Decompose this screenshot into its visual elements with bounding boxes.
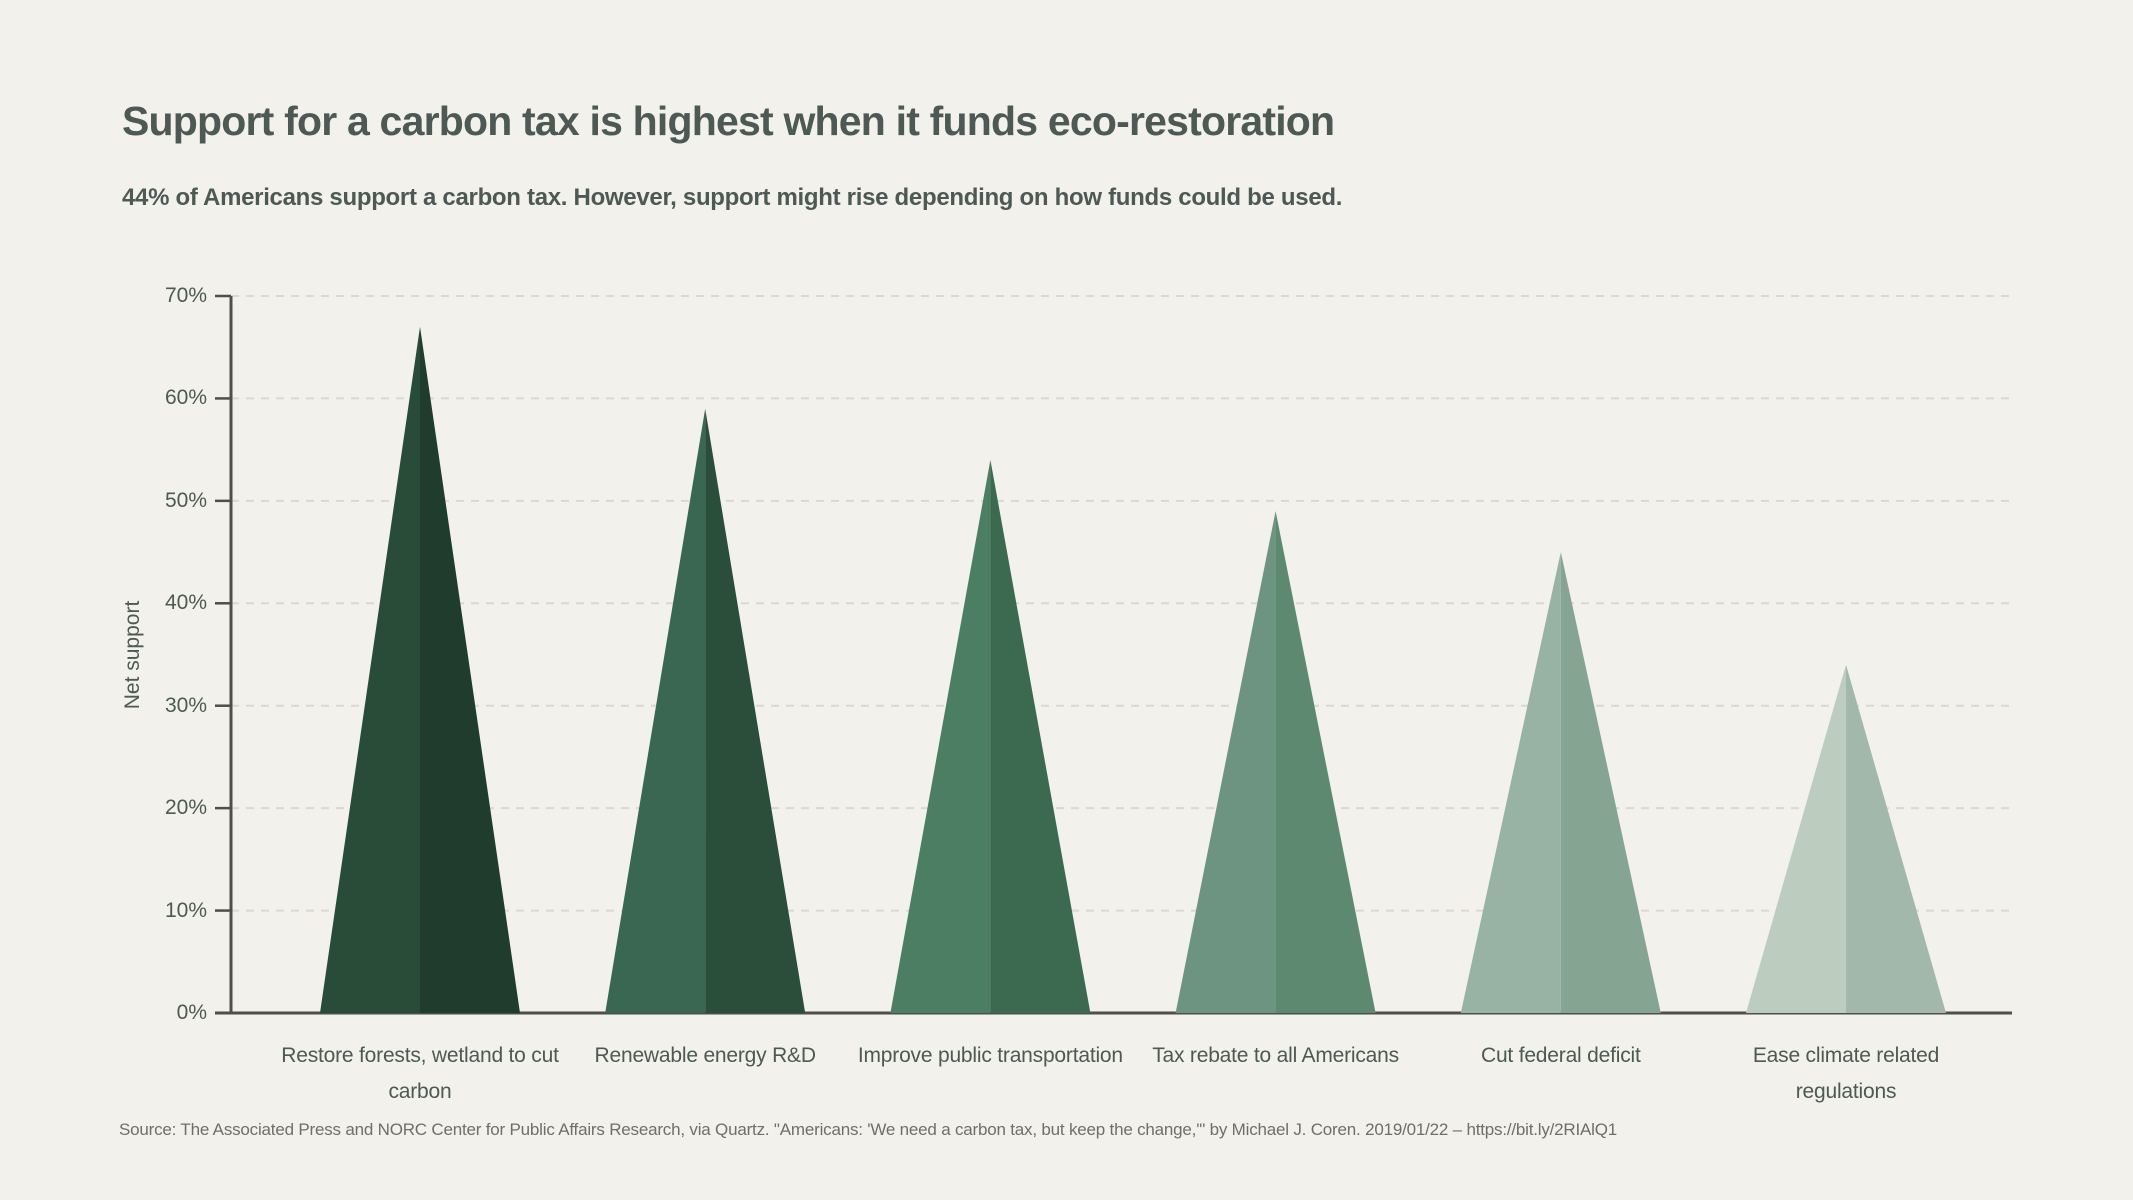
tree-bar-6-right — [1846, 664, 1946, 1013]
tree-bar-2-left — [605, 408, 706, 1014]
y-tick-label-60: 60% — [164, 386, 207, 410]
y-tick-label-40: 40% — [164, 591, 207, 615]
y-tick-label-50: 50% — [164, 488, 207, 512]
tree-bar-1-right — [420, 326, 520, 1013]
y-tick-label-10: 10% — [164, 898, 207, 922]
chart-title: Support for a carbon tax is highest when… — [122, 98, 1335, 144]
y-tick-label-70: 70% — [164, 284, 207, 307]
x-category-label-4: Tax rebate to all Americans — [1152, 1044, 1399, 1067]
tree-bar-5-right — [1560, 552, 1661, 1013]
tree-bar-6-left — [1746, 664, 1846, 1013]
y-tick-label-20: 20% — [164, 796, 207, 820]
tree-bar-3-left — [890, 459, 991, 1013]
x-category-label-6: Ease climate related regulations — [1752, 1044, 1940, 1103]
tree-bar-1-left — [320, 326, 420, 1013]
tree-bar-4-right — [1275, 511, 1376, 1013]
tree-bar-3-right — [990, 459, 1091, 1013]
x-category-label-2: Renewable energy R&D — [594, 1044, 816, 1067]
x-category-label-3: Improve public transportation — [857, 1044, 1123, 1067]
tree-bar-2-right — [705, 408, 806, 1014]
source-note: Source: The Associated Press and NORC Ce… — [119, 1120, 1618, 1139]
tree-bar-5-left — [1460, 552, 1561, 1013]
chart-subtitle: 44% of Americans support a carbon tax. H… — [122, 184, 1343, 211]
y-tick-label-0: 0% — [176, 1001, 207, 1024]
tree-bar-4-left — [1175, 511, 1276, 1013]
x-category-label-1: Restore forests, wetland to cut carbon — [281, 1044, 559, 1103]
x-category-label-5: Cut federal deficit — [1480, 1044, 1641, 1067]
y-tick-label-30: 30% — [164, 693, 207, 717]
